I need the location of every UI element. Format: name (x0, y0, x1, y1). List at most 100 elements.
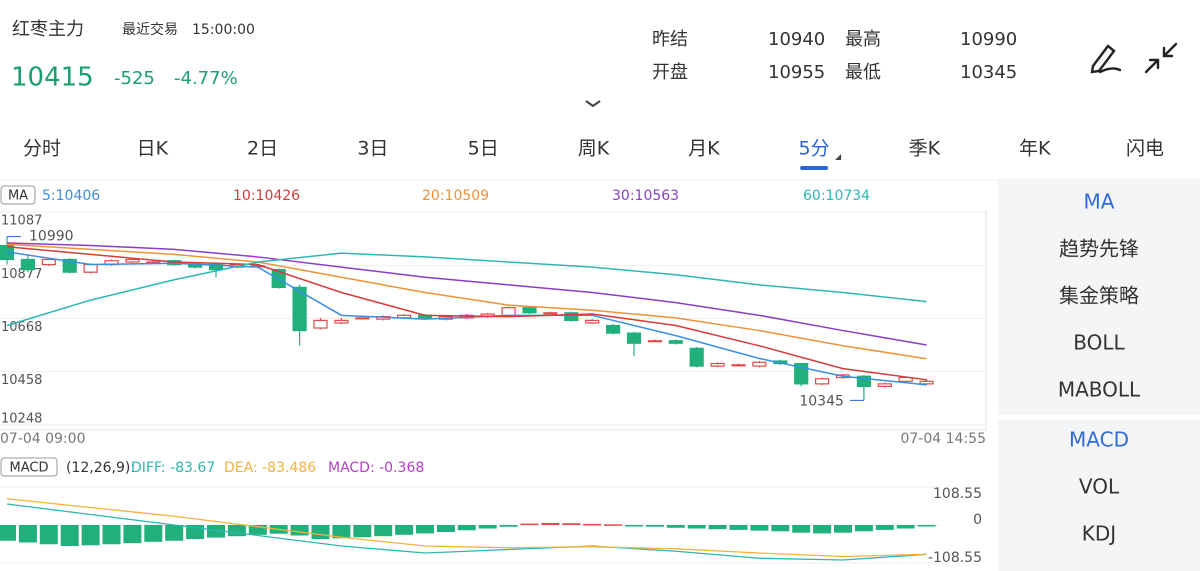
legend-entry: DEA: -83.486 (224, 460, 316, 476)
period-tab[interactable]: 季K (909, 138, 941, 160)
macd-bar (353, 525, 372, 538)
macd-bar (729, 525, 748, 530)
legend-entry: 60:10734 (803, 188, 870, 204)
indicator-option[interactable]: VOL (1079, 475, 1120, 499)
tab-dropdown (835, 154, 842, 160)
macd-bar (708, 525, 727, 530)
collapse-icon[interactable] (1144, 42, 1178, 74)
period-tab[interactable]: 周K (578, 138, 610, 160)
legend-entry: 20:10509 (422, 188, 489, 204)
candle-body (355, 317, 370, 320)
candle-body (668, 340, 683, 344)
last-price: 10415 (11, 63, 94, 93)
period-tab[interactable]: 日K (137, 138, 169, 160)
macd-bar (792, 525, 811, 533)
price-change-pct: -4.77% (174, 68, 238, 89)
candle-body (647, 340, 663, 343)
candle-body (334, 319, 349, 324)
candle-body (752, 361, 767, 367)
legend-entry: 10:10426 (233, 188, 300, 204)
macd-bar (896, 525, 915, 529)
period-tab[interactable]: 3日 (357, 138, 388, 160)
ma-line (6, 251, 927, 386)
candle-body (856, 375, 872, 388)
candle-body (626, 332, 642, 344)
macd-bar (687, 525, 706, 529)
macd-bar (625, 525, 643, 527)
macd-bar (604, 524, 623, 526)
period-tab[interactable]: 2日 (247, 138, 278, 160)
indicator-option[interactable]: BOLL (1073, 331, 1125, 355)
macd-bar (374, 525, 393, 537)
candle-body (585, 319, 600, 324)
low-annotation: 10345 (799, 393, 844, 409)
macd-bar (478, 525, 497, 529)
time-end: 07-04 14:55 (901, 431, 986, 447)
macd-bar (332, 525, 351, 539)
sidebar-gap (998, 415, 1200, 420)
macd-bar (395, 525, 414, 535)
macd-bar (416, 525, 434, 534)
macd-bar (750, 525, 769, 531)
edit-icon[interactable] (1090, 44, 1122, 74)
period-tab[interactable]: 闪电 (1126, 138, 1164, 160)
macd-line (6, 503, 927, 561)
period-tab[interactable]: 年K (1019, 138, 1051, 160)
indicator-badge (0, 185, 36, 205)
macd-bar (834, 525, 852, 533)
macd-bar (18, 525, 37, 543)
indicator-badge (0, 457, 58, 477)
candle-body (731, 364, 746, 367)
macd-bar (144, 525, 163, 542)
high-annotation: 10990 (29, 229, 74, 245)
macd-bar (645, 525, 664, 527)
y-tick-label: 10458 (1, 373, 42, 388)
indicator-option[interactable]: KDJ (1082, 522, 1116, 546)
indicator-option[interactable]: MABOLL (1058, 378, 1141, 402)
macd-bar (541, 522, 560, 525)
indicator-name: MACD (10, 461, 49, 476)
y-tick-label: 10248 (1, 412, 42, 427)
period-tab[interactable]: 月K (688, 138, 720, 160)
contract-name: 红枣主力 (12, 19, 84, 40)
candle-body (20, 258, 35, 271)
candle-body (877, 383, 892, 388)
period-tab[interactable]: 5日 (468, 138, 499, 160)
macd-bar (562, 523, 581, 525)
trade-label: 最近交易 (122, 21, 178, 38)
indicator-params: (12,26,9): (66, 460, 135, 476)
macd-line (6, 498, 927, 558)
macd-bar (875, 525, 894, 530)
expand-chevron[interactable] (585, 100, 601, 108)
macd-bar (666, 525, 685, 528)
y-tick-label: 10877 (1, 267, 42, 282)
legend-entry: DIFF: -83.67 (131, 460, 215, 476)
indicator-option[interactable]: MACD (1069, 428, 1129, 452)
indicator-option[interactable]: MA (1084, 190, 1115, 214)
y-tick-label: 10668 (1, 320, 42, 335)
indicator-option[interactable]: 趋势先锋 (1059, 237, 1139, 261)
indicator-sidebar (998, 181, 1200, 571)
y-tick-label: -108.55 (928, 550, 982, 566)
time-start: 07-04 09:00 (0, 431, 85, 447)
candle-body (522, 307, 537, 314)
ma-line (6, 243, 927, 360)
macd-bar (123, 525, 142, 544)
candle-body (292, 286, 307, 332)
macd-bar (311, 525, 330, 540)
macd-bar (227, 525, 246, 537)
macd-bar (39, 525, 58, 545)
macd-bar (457, 525, 476, 531)
y-tick-label: 11087 (1, 214, 42, 229)
macd-bar (520, 523, 539, 526)
macd-bar (499, 525, 518, 527)
period-tab[interactable]: 5分 (799, 138, 830, 160)
stat-label: 昨结 (652, 29, 688, 50)
period-tab[interactable]: 分时 (23, 138, 61, 160)
indicator-option[interactable]: 集金策略 (1059, 284, 1139, 308)
stat-label: 最低 (845, 62, 881, 83)
ma-line (6, 252, 927, 327)
stat-label: 开盘 (652, 62, 688, 83)
ma-line (6, 242, 927, 346)
macd-bar (0, 525, 16, 541)
